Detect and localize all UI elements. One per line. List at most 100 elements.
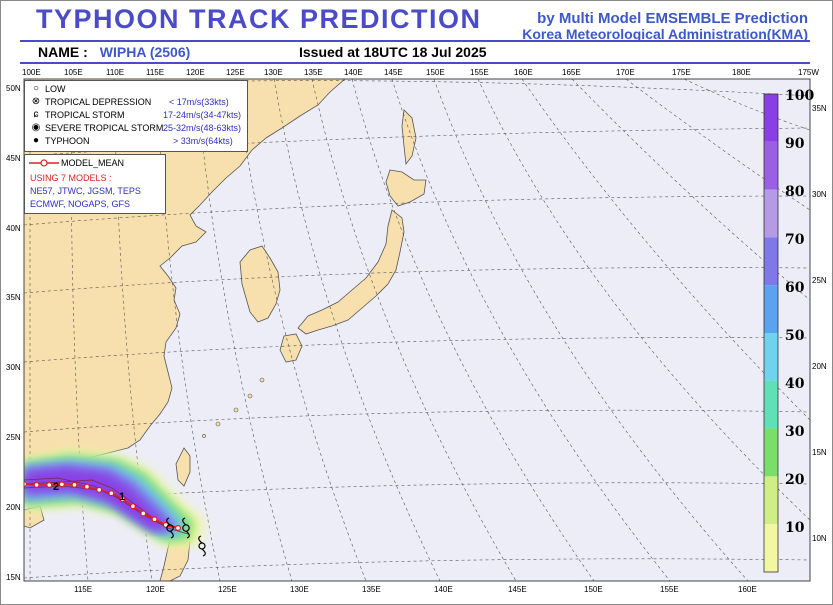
mean-track-point xyxy=(108,490,115,497)
colorbar-label: 90 xyxy=(785,135,805,152)
axis-tick-label: 155E xyxy=(660,585,679,594)
mean-track-point xyxy=(175,524,182,531)
axis-tick-label: 50N xyxy=(6,84,21,93)
legend-label-low: LOW xyxy=(45,84,66,94)
typhoon-name: WIPHA (2506) xyxy=(99,44,191,60)
japan-honshu xyxy=(297,209,405,335)
axis-tick-label: 170E xyxy=(616,68,635,77)
tropical-storm-icon: ɕ xyxy=(33,109,39,120)
colorbar-label: 60 xyxy=(785,279,805,296)
colorbar-segment xyxy=(764,428,778,477)
axis-tick-label: 100E xyxy=(22,68,41,77)
map-border xyxy=(23,78,811,582)
axis-tick-label: 25N xyxy=(6,433,21,442)
axis-tick-label: 120E xyxy=(146,585,165,594)
axis-tick-label: 115E xyxy=(74,585,93,594)
axis-tick-label: 35N xyxy=(6,293,21,303)
mean-track-point xyxy=(83,483,90,490)
legend-label-typhoon: TYPHOON xyxy=(45,136,90,146)
model-mean-label: MODEL_MEAN xyxy=(61,158,125,168)
models-list-2: ECMWF, NOGAPS, GFS xyxy=(30,199,131,209)
mean-track-point xyxy=(96,486,103,493)
typhoon-name-row: NAME : WIPHA (2506) xyxy=(38,44,190,60)
axis-tick-label: 110E xyxy=(106,68,125,77)
axis-tick-label: 105E xyxy=(64,68,83,77)
track-day-label: 2 xyxy=(53,481,59,493)
axis-tick-label: 145E xyxy=(508,585,527,594)
taiwan xyxy=(175,447,191,487)
axis-tick-label: 15N xyxy=(6,572,21,582)
axis-tick-label: 25N xyxy=(812,276,827,285)
axis-tick-label: 135E xyxy=(362,585,381,594)
axis-tick-label: 10N xyxy=(812,534,827,543)
legend-range-ts: 17-24m/s(34-47kts) xyxy=(163,110,242,120)
japan-kyushu xyxy=(279,333,303,363)
axis-tick-label: 160E xyxy=(738,585,757,594)
colorbar-segment xyxy=(764,333,778,381)
mean-track-point xyxy=(129,503,136,510)
axis-tick-label: 150E xyxy=(426,68,445,77)
name-label: NAME : xyxy=(38,44,88,60)
colorbar-label: 20 xyxy=(785,471,805,488)
mean-track-point xyxy=(33,481,40,488)
severe-tropical-storm-icon xyxy=(166,517,174,539)
legend-label-td: TROPICAL DEPRESSION xyxy=(45,97,152,107)
colorbar-segment xyxy=(764,524,778,572)
colorbar-label: 100 xyxy=(785,88,815,104)
sakhalin xyxy=(401,109,417,166)
severe-tropical-storm-icon xyxy=(182,517,190,539)
axis-tick-label: 30N xyxy=(6,363,21,373)
colorbar-label: 40 xyxy=(785,375,805,392)
low-icon: ○ xyxy=(32,83,40,94)
axis-tick-label: 35N xyxy=(812,104,827,113)
japan-hokkaido xyxy=(385,169,427,207)
model-mean-icon xyxy=(29,159,59,167)
intensity-legend: ○ LOW ⊗ TROPICAL DEPRESSION < 17m/s(33kt… xyxy=(24,80,248,152)
map-title: TYPHOON TRACK PREDICTION xyxy=(36,4,482,34)
models-list-1: NE57, JTWC, JGSM, TEPS xyxy=(30,186,141,196)
colorbar-label: 70 xyxy=(785,231,805,248)
axis-tick-label: 175E xyxy=(672,68,691,77)
colorbar-segment xyxy=(764,380,778,429)
probability-colorbar xyxy=(763,93,779,573)
colorbar-border xyxy=(763,93,779,573)
axis-tick-label: 40N xyxy=(6,223,21,233)
mean-track-point xyxy=(58,481,65,488)
axis-tick-label: 160E xyxy=(514,68,533,77)
tropical-storm-icon xyxy=(198,535,206,557)
axis-tick-label: 20N xyxy=(6,502,21,512)
axis-tick-label: 30N xyxy=(812,190,827,199)
axis-tick-label: 45N xyxy=(6,153,21,163)
colorbar-segment xyxy=(764,237,778,286)
legend-range-typhoon: > 33m/s(64kts) xyxy=(173,136,233,146)
byline-agency: Korea Meteorological Administration(KMA) xyxy=(522,26,808,42)
ryukyu-islands xyxy=(202,377,265,438)
axis-tick-label: 180E xyxy=(732,68,751,77)
title-rule xyxy=(20,40,810,42)
axis-tick-label: 140E xyxy=(344,68,363,77)
colorbar-segment xyxy=(764,189,778,238)
colorbar-label: 30 xyxy=(785,423,805,440)
axis-tick-label: 130E xyxy=(290,585,309,594)
axis-tick-label: 175W xyxy=(798,68,819,77)
legend-range-sts: 25-32m/s(48-63kts) xyxy=(163,123,242,133)
axis-tick-label: 120E xyxy=(186,68,205,77)
axis-tick-label: 20N xyxy=(812,362,827,371)
axis-tick-label: 165E xyxy=(562,68,581,77)
issued-time: Issued at 18UTC 18 Jul 2025 xyxy=(299,44,487,60)
axis-tick-label: 15N xyxy=(812,448,827,457)
colorbar-segment xyxy=(764,94,778,142)
colorbar-segment xyxy=(764,285,778,333)
axis-tick-label: 125E xyxy=(226,68,245,77)
axis-tick-label: 130E xyxy=(264,68,283,77)
axis-tick-label: 135E xyxy=(304,68,323,77)
colorbar-label: 50 xyxy=(785,327,805,344)
byline-model: by Multi Model EMSEMBLE Prediction xyxy=(537,10,808,27)
legend-label-ts: TROPICAL STORM xyxy=(45,110,125,120)
colorbar-label: 10 xyxy=(785,519,805,536)
mean-track-point xyxy=(151,516,158,523)
model-mean-track xyxy=(24,481,182,531)
axis-tick-label: 115E xyxy=(146,68,165,77)
header-rule xyxy=(20,62,810,64)
typhoon-icon: ● xyxy=(32,135,40,146)
